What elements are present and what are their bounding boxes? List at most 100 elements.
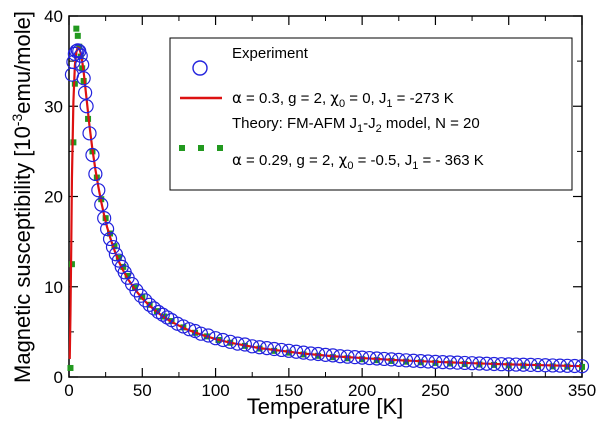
legend-green-alpha: α (232, 151, 242, 169)
experiment-point (142, 297, 157, 312)
legend-green-j-sub: 1 (412, 160, 418, 172)
experiment-point (73, 48, 88, 63)
experiment-point (369, 351, 384, 366)
experiment-point (428, 354, 443, 369)
legend-green-chi-val: = -0.5, J (353, 152, 412, 169)
experiment-point (274, 342, 289, 358)
legend-theory-post: model, N = 20 (382, 115, 480, 132)
experiment-point (230, 336, 245, 351)
theory-green-point (76, 43, 83, 50)
experiment-point (538, 358, 553, 373)
legend-theory-sub2: 2 (376, 123, 382, 135)
legend-marker-theory-green (179, 145, 223, 151)
legend: Experiment α = 0.3, g = 2, χ0 = 0, J1 = … (169, 37, 573, 191)
experiment-point (138, 293, 153, 308)
experiment-point (82, 126, 97, 141)
legend-green-chi-sub: 0 (347, 160, 353, 172)
y-tick-label: 10 (44, 278, 63, 297)
experiment-point (208, 331, 223, 346)
experiment-point (129, 283, 144, 298)
experiment-point (215, 332, 230, 348)
experiment-point (151, 304, 166, 320)
experiment-point (237, 337, 252, 352)
experiment-point (384, 352, 399, 367)
experiment-point (530, 357, 546, 373)
experiment-point (111, 253, 126, 268)
experiment-point (450, 355, 465, 370)
y-axis-title-main: Magnetic susceptibility [10 (10, 126, 35, 383)
y-axis-title-unit: emu/mole] (10, 11, 35, 114)
experiment-point (479, 356, 494, 371)
experiment-point (318, 347, 333, 362)
experiment-point (567, 358, 582, 374)
experiment-point (108, 247, 124, 262)
experiment-point (76, 71, 91, 86)
experiment-point (501, 357, 516, 372)
experiment-point (102, 231, 118, 247)
theory-green-point (373, 357, 380, 364)
series-experiment (64, 43, 590, 374)
y-tick-label: 20 (44, 188, 63, 207)
y-tick-label: 40 (44, 7, 63, 26)
experiment-point (399, 353, 414, 368)
experiment-point (193, 326, 209, 341)
experiment-point (79, 99, 94, 114)
x-axis-title: Temperature [K] (247, 394, 404, 419)
experiment-point (391, 352, 406, 367)
legend-red-chi-val: = 0, J (345, 90, 386, 107)
y-tick-label: 30 (44, 97, 63, 116)
y-tick-label: 0 (54, 368, 63, 387)
experiment-point (435, 355, 450, 370)
experiment-point (333, 349, 348, 364)
experiment-point (245, 339, 260, 354)
experiment-point (523, 357, 538, 373)
experiment-point (69, 44, 84, 59)
experiment-point (442, 355, 458, 370)
experiment-point (325, 348, 340, 363)
experiment-point (494, 357, 509, 372)
legend-theory-title: Theory: FM-AFM J1-J2 model, N = 20 (232, 115, 480, 135)
experiment-point (267, 341, 282, 357)
experiment-point (78, 85, 93, 100)
legend-theory-sub1: 1 (357, 123, 363, 135)
experiment-point (75, 57, 90, 72)
experiment-point (362, 350, 377, 366)
experiment-point (516, 357, 531, 372)
experiment-point (508, 357, 524, 372)
theory-green-point (124, 272, 131, 279)
experiment-point (67, 46, 82, 62)
experiment-point (259, 341, 274, 356)
legend-red-chi: χ (330, 89, 339, 107)
experiment-point (457, 355, 472, 371)
theory-green-point (73, 25, 80, 32)
theory-green-point (115, 254, 122, 261)
legend-label-experiment: Experiment (232, 45, 309, 62)
experiment-point (486, 356, 502, 372)
experiment-point (560, 358, 575, 373)
experiment-point (464, 356, 480, 371)
experiment-point (406, 353, 421, 368)
experiment-point (97, 211, 112, 226)
experiment-point (252, 340, 267, 355)
experiment-point (289, 344, 304, 359)
theory-green-point (74, 32, 81, 39)
experiment-point (413, 354, 428, 369)
legend-theory-pre: Theory: FM-AFM J (232, 115, 357, 132)
legend-red-chi-sub: 0 (339, 98, 345, 110)
legend-red-j-val: = -273 K (393, 90, 454, 107)
experiment-point (355, 350, 370, 365)
experiment-point (91, 183, 106, 198)
experiment-point (223, 334, 238, 349)
legend-green-chi: χ (339, 151, 348, 169)
theory-green-point (359, 356, 366, 363)
experiment-point (377, 351, 392, 367)
legend-red-alpha-val: = 0.3, g = 2, (242, 90, 330, 107)
experiment-point (155, 307, 170, 322)
experiment-point (100, 221, 115, 237)
legend-label-theory-red: α = 0.3, g = 2, χ0 = 0, J1 = -273 K (232, 89, 454, 110)
experiment-point (133, 288, 148, 303)
experiment-point (552, 358, 568, 373)
experiment-point (88, 166, 103, 182)
legend-green-j-val: = - 363 K (418, 152, 483, 169)
